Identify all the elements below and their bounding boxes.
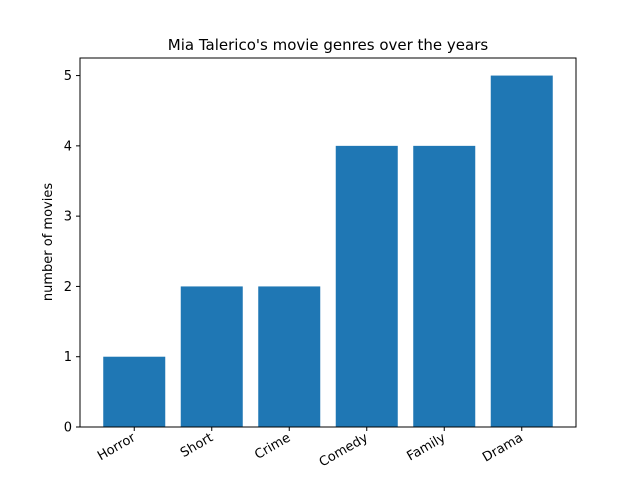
bar-family bbox=[413, 145, 476, 428]
x-tick-label-horror: Horror bbox=[95, 430, 139, 464]
x-tick-label-family: Family bbox=[405, 430, 449, 464]
x-tick-label-comedy: Comedy bbox=[317, 430, 371, 470]
y-tick-label: 5 bbox=[64, 69, 72, 84]
x-tick-label-crime: Crime bbox=[252, 430, 293, 462]
y-tick-label: 4 bbox=[64, 139, 72, 154]
bar-drama bbox=[490, 75, 553, 427]
y-tick-label: 3 bbox=[64, 210, 72, 225]
bars-layer bbox=[103, 75, 553, 428]
plot-frame bbox=[79, 57, 577, 428]
y-axis-label: number of movies bbox=[41, 183, 56, 301]
axes-layer bbox=[79, 57, 577, 428]
bar-crime bbox=[258, 286, 321, 427]
bar-comedy bbox=[335, 145, 398, 428]
x-tick-label-drama: Drama bbox=[480, 430, 526, 465]
bar-horror bbox=[103, 356, 166, 427]
y-tick-label: 1 bbox=[64, 350, 72, 365]
chart-title: Mia Talerico's movie genres over the yea… bbox=[168, 36, 489, 54]
bar-short bbox=[180, 286, 243, 427]
y-tick-label: 2 bbox=[64, 280, 72, 295]
x-tick-label-short: Short bbox=[178, 430, 216, 460]
y-tick-label: 0 bbox=[64, 421, 72, 436]
